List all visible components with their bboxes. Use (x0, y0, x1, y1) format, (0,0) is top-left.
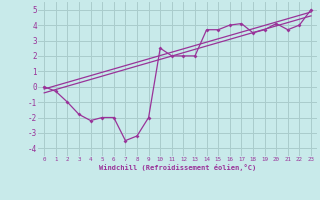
X-axis label: Windchill (Refroidissement éolien,°C): Windchill (Refroidissement éolien,°C) (99, 164, 256, 171)
